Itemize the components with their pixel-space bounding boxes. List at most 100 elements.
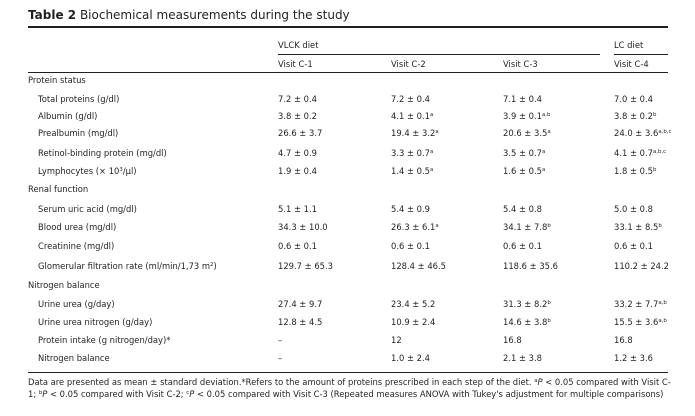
cell-value: 0.6 ± 0.1 <box>503 241 542 251</box>
cell-value: 20.6 ± 3.5 <box>503 128 548 138</box>
table-cell: 4.1 ± 0.1a <box>391 111 433 122</box>
cell-value: 1.4 ± 0.5 <box>391 166 430 176</box>
visit-header-c1: Visit C-1 <box>278 59 313 69</box>
cell-value: 4.1 ± 0.1 <box>391 111 430 121</box>
cell-significance-marker: b <box>658 223 662 229</box>
row-label: Nitrogen balance <box>38 353 110 363</box>
cell-significance-marker: a,b <box>658 318 667 324</box>
cell-value: 3.5 ± 0.7 <box>503 148 542 158</box>
table-cell: 3.9 ± 0.1a,b <box>503 111 550 122</box>
cell-significance-marker: b <box>547 223 551 229</box>
cell-value: 27.4 ± 9.7 <box>278 299 323 309</box>
table-cell: 26.6 ± 3.7 <box>278 128 322 139</box>
cell-significance-marker: a <box>429 167 434 173</box>
cell-value: – <box>278 335 283 345</box>
row-label: Urine urea (g/day) <box>38 299 115 309</box>
row-label: Creatinine (mg/dl) <box>38 241 115 251</box>
cell-value: 33.2 ± 7.7 <box>614 299 659 309</box>
cell-significance-marker: a <box>547 129 551 135</box>
cell-value: 0.6 ± 0.1 <box>391 241 430 251</box>
cell-value: 129.7 ± 65.3 <box>278 261 333 271</box>
footnote-p-2: P <box>42 389 48 399</box>
cell-value: 15.5 ± 3.6 <box>614 317 659 327</box>
cell-value: 0.6 ± 0.1 <box>278 241 317 251</box>
table-cell: 4.1 ± 0.7a,b,c <box>614 148 666 159</box>
row-label-text: ) <box>213 261 217 271</box>
table-caption: Table 2 Biochemical measurements during … <box>28 8 350 22</box>
cell-significance-marker: b <box>547 318 551 324</box>
section-header: Renal function <box>28 184 89 194</box>
row-label: Protein intake (g nitrogen/day)* <box>38 335 171 345</box>
cell-significance-marker: b <box>547 300 551 306</box>
footnote-p-1: P <box>537 377 543 387</box>
table-cell: 7.2 ± 0.4 <box>391 94 430 105</box>
table-cell: 34.3 ± 10.0 <box>278 222 328 233</box>
table-cell: 7.0 ± 0.4 <box>614 94 653 105</box>
table-cell: 128.4 ± 46.5 <box>391 261 446 272</box>
table-cell: 118.6 ± 35.6 <box>503 261 558 272</box>
table-cell: 1.0 ± 2.4 <box>391 353 430 364</box>
row-label: Albumin (g/dl) <box>38 111 98 121</box>
cell-value: 128.4 ± 46.5 <box>391 261 446 271</box>
cell-value: 1.2 ± 3.6 <box>614 353 653 363</box>
section-header: Nitrogen balance <box>28 280 100 290</box>
row-label-superscript: 3 <box>119 167 123 173</box>
footnote-p-3: P <box>189 389 195 399</box>
row-label-text: /µl) <box>122 166 137 176</box>
table-cell: – <box>278 353 282 364</box>
table-cell: 3.8 ± 0.2 <box>278 111 317 122</box>
table-cell: 23.4 ± 5.2 <box>391 299 435 310</box>
cell-value: 26.3 ± 6.1 <box>391 222 436 232</box>
cell-value: 31.3 ± 8.2 <box>503 299 548 309</box>
cell-value: 3.8 ± 0.2 <box>278 111 317 121</box>
cell-value: – <box>278 353 283 363</box>
cell-value: 2.1 ± 3.8 <box>503 353 542 363</box>
table-cell: 20.6 ± 3.5a <box>503 128 551 139</box>
row-label: Lymphocytes (× 103/µl) <box>38 166 137 177</box>
row-label-text: Glomerular filtration rate (ml/min/1,73 … <box>38 261 211 271</box>
table-cell: 24.0 ± 3.6a,b,c <box>614 128 671 139</box>
table-cell: 33.1 ± 8.5b <box>614 222 662 233</box>
cell-value: 5.4 ± 0.9 <box>391 204 430 214</box>
cell-value: 34.3 ± 10.0 <box>278 222 328 232</box>
table-cell: 14.6 ± 3.8b <box>503 317 551 328</box>
row-label: Blood urea (mg/dl) <box>38 222 117 232</box>
cell-significance-marker: a,b,c <box>658 129 672 135</box>
group-underline-lc <box>614 54 668 55</box>
table-cell: 1.6 ± 0.5a <box>503 166 545 177</box>
table-title: Biochemical measurements during the stud… <box>79 8 350 22</box>
cell-significance-marker: a <box>541 167 546 173</box>
table-cell: 5.1 ± 1.1 <box>278 204 317 215</box>
table-cell: 110.2 ± 24.2 <box>614 261 669 272</box>
visit-header-c2: Visit C-2 <box>391 59 426 69</box>
row-label-superscript: 2 <box>210 262 214 268</box>
cell-value: 3.3 ± 0.7 <box>391 148 430 158</box>
cell-value: 23.4 ± 5.2 <box>391 299 436 309</box>
cell-significance-marker: b <box>652 112 657 118</box>
table-cell: 10.9 ± 2.4 <box>391 317 435 328</box>
cell-value: 5.0 ± 0.8 <box>614 204 653 214</box>
cell-value: 7.0 ± 0.4 <box>614 94 653 104</box>
cell-value: 3.8 ± 0.2 <box>614 111 653 121</box>
row-label-text: Lymphocytes (× 10 <box>38 166 120 176</box>
table-cell: 3.3 ± 0.7a <box>391 148 433 159</box>
table-cell: 5.4 ± 0.8 <box>503 204 542 215</box>
cell-value: 110.2 ± 24.2 <box>614 261 669 271</box>
footnote-text-2: < 0.05 compared with Visit C-1; <box>28 377 671 399</box>
cell-value: 16.8 <box>503 335 522 345</box>
cell-significance-marker: a <box>429 112 434 118</box>
table-cell: – <box>278 335 282 346</box>
table-cell: 2.1 ± 3.8 <box>503 353 542 364</box>
cell-value: 7.2 ± 0.4 <box>391 94 430 104</box>
top-rule <box>28 26 668 28</box>
table-cell: 33.2 ± 7.7a,b <box>614 299 667 310</box>
table-cell: 0.6 ± 0.1 <box>503 241 542 252</box>
table-footnote: Data are presented as mean ± standard de… <box>28 376 673 400</box>
row-label: Urine urea nitrogen (g/day) <box>38 317 153 327</box>
row-label: Prealbumin (mg/dl) <box>38 128 119 138</box>
table-cell: 12.8 ± 4.5 <box>278 317 322 328</box>
table-label: Table 2 <box>28 8 77 22</box>
cell-value: 4.7 ± 0.9 <box>278 148 317 158</box>
cell-value: 12 <box>391 335 402 345</box>
table-cell: 1.9 ± 0.4 <box>278 166 317 177</box>
